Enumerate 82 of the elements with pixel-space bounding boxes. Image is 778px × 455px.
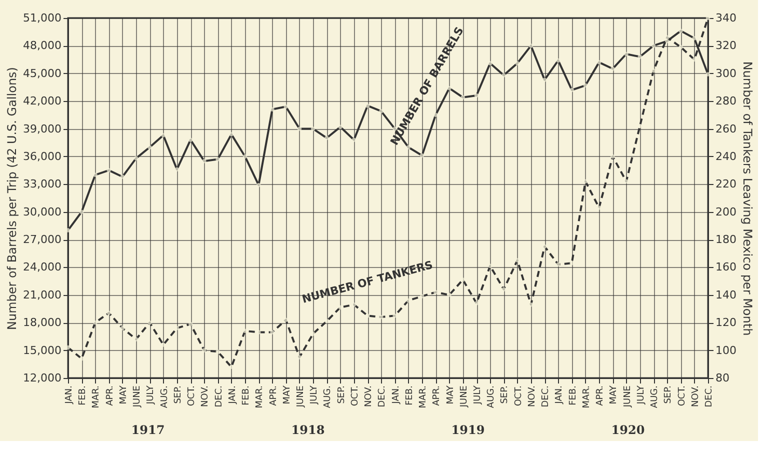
y-tick-label: 18,000 [23, 316, 62, 330]
x-tick-label: SEP. [500, 386, 510, 404]
x-tick-label: SEP. [336, 386, 347, 404]
text: 1917 [131, 423, 165, 437]
x-tick-label: MAY [609, 385, 620, 404]
x-tick-label: AUG. [160, 386, 170, 408]
text: 1920 [611, 423, 645, 437]
x-tick-label: AUG. [486, 386, 497, 408]
y-tick-label: 27,000 [23, 233, 62, 246]
x-tick-label: OCT. [677, 386, 688, 406]
x-tick-label: OCT. [350, 386, 360, 406]
y-tick-label: 15,000 [23, 344, 62, 357]
x-tick-label: AUG. [650, 386, 660, 408]
x-tick-label: JAN. [228, 386, 238, 405]
x-tick-label: FEB. [404, 386, 415, 406]
x-tick-label: JUNE [622, 385, 633, 408]
y-tick-label: 12,000 [23, 372, 62, 384]
y-tick-label: 30,000 [23, 205, 62, 218]
x-tick-label: JULY [473, 385, 484, 406]
x-tick-label: JAN. [554, 386, 565, 405]
x-tick-label: JULY [310, 385, 320, 406]
x-tick-label: MAR. [255, 386, 266, 408]
y-tick-label: 36,000 [23, 150, 62, 163]
x-tick-label: NOV. [364, 386, 374, 408]
x-tick-label: JUNE [459, 385, 470, 408]
x-tick-label: SEP. [173, 386, 184, 404]
text: 1919 [451, 423, 485, 437]
y2-tick-label: 280 [716, 94, 736, 108]
y-axis-title: Number of Barrels per Trip (42 U.S. Gallons) [5, 67, 20, 330]
x-tick-label: DEC. [378, 386, 388, 408]
x-tick-label: FEB. [568, 386, 578, 406]
y2-tick-label: 320 [716, 39, 736, 52]
y2-tick-label: 120 [716, 316, 736, 330]
x-tick-label: APR. [105, 386, 116, 406]
y2-axis-title: Number of Tankers Leaving Mexico per Month [740, 61, 754, 336]
x-tick-label: APR. [432, 386, 442, 406]
y2-tick-label: 300 [716, 66, 736, 80]
y2-tick-label: 80 [716, 372, 730, 384]
x-tick-label: FEB. [242, 386, 252, 406]
x-tick-label: DEC. [704, 386, 714, 408]
y-tick-label: 45,000 [23, 66, 62, 80]
x-tick-label: AUG. [323, 386, 334, 408]
y2-tick-label: 160 [716, 260, 736, 274]
y-tick-label: 21,000 [23, 288, 62, 302]
x-tick-label: DEC. [541, 386, 552, 408]
y2-tick-label: 100 [716, 344, 736, 357]
y2-tick-label: 220 [716, 178, 736, 191]
x-tick-label: MAR. [92, 386, 102, 408]
y-tick-label: 33,000 [23, 178, 62, 191]
x-tick-label: JUNE [132, 385, 143, 408]
x-tick-label: NOV. [690, 386, 701, 408]
x-tick-label: FEB. [78, 386, 88, 406]
x-tick-label: JULY [146, 385, 156, 406]
x-tick-label: MAR. [582, 386, 592, 408]
y2-tick-label: 240 [716, 150, 736, 163]
x-tick-label: SEP. [664, 386, 674, 404]
x-tick-label: OCT. [187, 386, 198, 406]
x-tick-label: JAN. [64, 386, 74, 405]
x-tick-label: JULY [636, 385, 646, 406]
x-tick-label: NOV. [200, 386, 211, 408]
y2-tick-label: 200 [716, 205, 736, 218]
y-tick-label: 24,000 [23, 260, 62, 274]
x-tick-label: MAY [446, 385, 456, 404]
y-tick-label: 48,000 [23, 39, 62, 52]
y2-tick-label: 180 [716, 233, 736, 246]
y-tick-label: 39,000 [23, 122, 62, 136]
y-tick-label: 51,000 [23, 12, 62, 24]
x-tick-label: APR. [268, 386, 279, 406]
x-tick-label: MAY [282, 385, 292, 404]
y2-tick-label: 260 [716, 122, 736, 136]
x-tick-label: MAY [118, 385, 129, 404]
x-tick-label: JUNE [296, 385, 306, 408]
x-tick-label: OCT. [514, 386, 524, 406]
y2-tick-label: 340 [716, 12, 736, 24]
x-tick-label: DEC. [214, 386, 224, 408]
x-tick-label: NOV. [527, 386, 538, 408]
x-tick-label: MAR. [418, 386, 429, 408]
y-tick-label: 42,000 [23, 94, 62, 108]
text: 1918 [291, 423, 325, 437]
x-tick-label: APR. [596, 386, 606, 406]
y2-tick-label: 140 [716, 288, 736, 302]
x-tick-label: JAN. [391, 386, 402, 405]
